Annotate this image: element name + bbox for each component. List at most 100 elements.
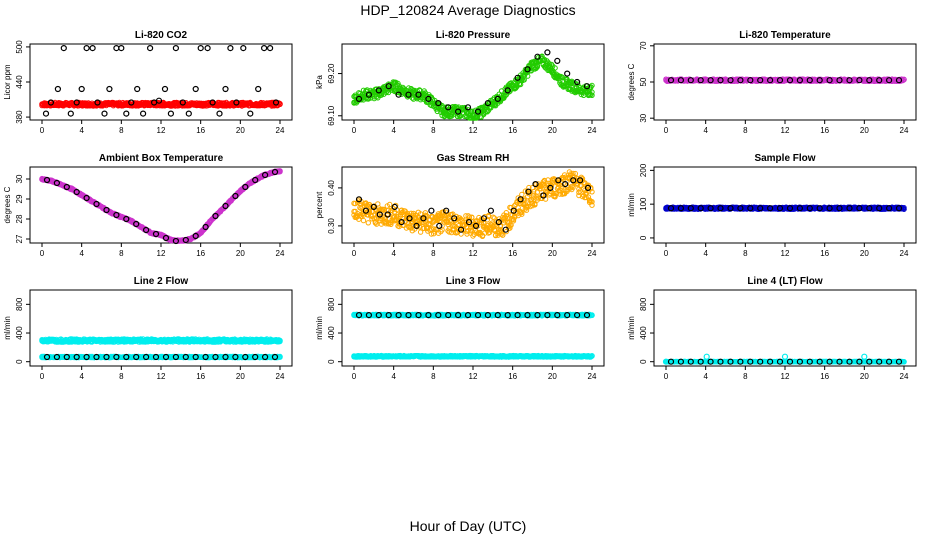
data-point <box>255 85 262 93</box>
data-point <box>42 110 50 117</box>
x-tick-label: 4 <box>703 249 708 258</box>
y-tick-label: 69.20 <box>327 63 336 84</box>
series-minute <box>351 53 595 121</box>
x-tick-label: 12 <box>469 126 478 135</box>
y-axis-label: degrees C <box>3 186 12 223</box>
series-minute <box>351 169 595 240</box>
x-tick-label: 24 <box>900 249 909 258</box>
data-point <box>247 110 254 117</box>
x-tick-label: 16 <box>196 249 205 258</box>
y-tick-label: 69.10 <box>327 105 336 126</box>
x-tick-label: 20 <box>548 249 557 258</box>
x-tick-label: 0 <box>664 126 669 135</box>
data-point <box>517 81 524 88</box>
data-point <box>519 191 525 198</box>
x-tick-label: 0 <box>40 249 45 258</box>
y-tick-label: 27 <box>15 234 24 243</box>
data-point <box>544 49 551 56</box>
x-tick-label: 16 <box>196 372 205 381</box>
data-point <box>484 109 490 115</box>
data-point <box>428 207 435 214</box>
panel-title: Li-820 CO2 <box>135 30 188 41</box>
data-point <box>147 44 154 52</box>
x-tick-label: 4 <box>79 372 84 381</box>
x-tick-label: 8 <box>119 126 124 135</box>
data-point <box>261 44 268 52</box>
x-tick-label: 12 <box>469 249 478 258</box>
x-tick-label: 12 <box>781 249 790 258</box>
x-tick-label: 0 <box>40 372 45 381</box>
x-tick-label: 24 <box>900 126 909 135</box>
data-point <box>233 99 240 106</box>
panel-title: Sample Flow <box>754 153 815 164</box>
x-tick-label: 20 <box>236 249 245 258</box>
data-point <box>113 44 120 52</box>
data-point <box>185 110 192 117</box>
x-tick-label: 20 <box>548 126 557 135</box>
data-point <box>204 44 211 52</box>
data-point <box>73 99 80 106</box>
data-point <box>487 207 494 214</box>
data-point <box>83 44 90 52</box>
data-point <box>227 44 234 52</box>
x-tick-label: 24 <box>588 249 597 258</box>
x-tick-label: 16 <box>508 126 517 135</box>
x-tick-label: 8 <box>743 249 748 258</box>
data-point <box>118 44 125 52</box>
x-tick-label: 4 <box>391 249 396 258</box>
x-tick-label: 16 <box>820 249 829 258</box>
y-tick-label: 200 <box>639 163 648 177</box>
y-tick-label: 29 <box>15 194 24 203</box>
x-tick-label: 0 <box>40 126 45 135</box>
panel-title: Gas Stream RH <box>437 153 510 164</box>
data-point <box>240 44 247 52</box>
x-tick-label: 0 <box>352 249 357 258</box>
y-tick-label: 800 <box>15 297 24 311</box>
data-point <box>134 85 141 93</box>
data-point <box>216 110 223 117</box>
data-point <box>47 99 55 106</box>
x-tick-label: 8 <box>431 249 436 258</box>
data-point <box>94 99 101 106</box>
figure-title: HDP_120824 Average Diagnostics <box>360 2 576 18</box>
y-tick-label: 0 <box>639 235 648 240</box>
x-tick-label: 8 <box>119 249 124 258</box>
y-tick-label: 0 <box>15 359 24 364</box>
series-hourly <box>42 44 280 117</box>
x-tick-label: 4 <box>703 126 708 135</box>
data-point <box>101 110 108 117</box>
data-point <box>272 99 280 106</box>
y-tick-label: 0.30 <box>327 218 336 234</box>
data-point <box>267 44 274 52</box>
plot-frame <box>29 43 293 121</box>
x-tick-label: 12 <box>157 372 166 381</box>
y-tick-label: 30 <box>15 174 24 183</box>
data-point <box>172 44 179 52</box>
data-point <box>54 85 62 93</box>
data-point <box>89 44 96 52</box>
data-point <box>378 92 385 98</box>
y-axis-label: kPa <box>315 75 324 89</box>
x-tick-label: 12 <box>781 126 790 135</box>
x-tick-label: 24 <box>276 126 285 135</box>
x-tick-label: 0 <box>664 249 669 258</box>
data-point <box>365 220 371 226</box>
data-point <box>222 85 229 93</box>
data-point <box>521 77 527 83</box>
x-tick-label: 0 <box>352 126 357 135</box>
data-point <box>554 57 561 65</box>
y-tick-label: 70 <box>639 41 648 50</box>
x-tick-label: 8 <box>119 372 124 381</box>
data-point <box>360 217 367 224</box>
data-point <box>128 99 135 106</box>
data-point <box>365 95 371 102</box>
panel-title: Li-820 Temperature <box>739 30 831 41</box>
panel-title: Line 2 Flow <box>134 276 189 287</box>
